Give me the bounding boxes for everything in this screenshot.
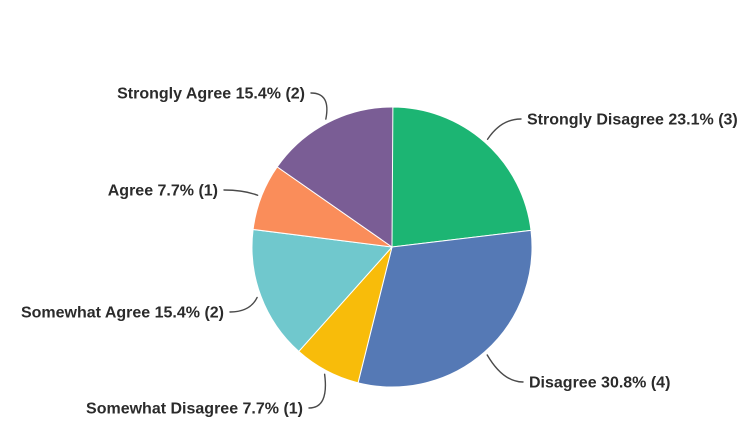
- slice-label-strongly-agree: Strongly Agree 15.4% (2): [117, 86, 305, 103]
- leader-line-agree: [223, 189, 259, 196]
- pie-slice-disagree[interactable]: [357, 229, 533, 388]
- slice-label-agree: Agree 7.7% (1): [108, 183, 218, 200]
- slice-label-somewhat-agree: Somewhat Agree 15.4% (2): [21, 305, 224, 322]
- pie-slice-strongly-agree[interactable]: [276, 106, 394, 248]
- slice-label-somewhat-disagree: Somewhat Disagree 7.7% (1): [86, 401, 303, 418]
- pie-slice-strongly-disagree[interactable]: [391, 106, 532, 248]
- slice-label-disagree: Disagree 30.8% (4): [529, 375, 670, 392]
- leader-line-somewhat-agree: [229, 296, 258, 313]
- leader-line-strongly-agree: [310, 92, 328, 120]
- leader-line-disagree: [486, 354, 524, 383]
- slice-label-strongly-disagree: Strongly Disagree 23.1% (3): [527, 112, 738, 129]
- leader-line-strongly-disagree: [486, 118, 522, 140]
- leader-line-somewhat-disagree: [308, 373, 327, 409]
- pie-slice-somewhat-agree[interactable]: [251, 228, 394, 353]
